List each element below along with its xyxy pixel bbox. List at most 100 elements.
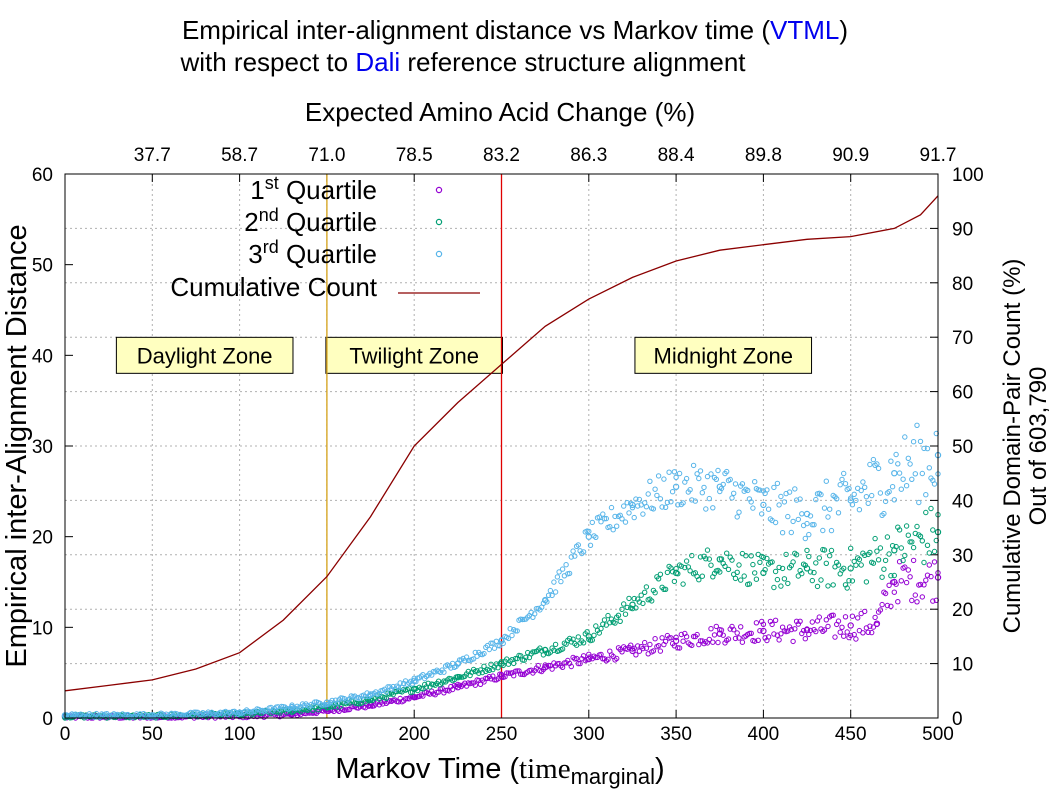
scatter-point [706,636,712,643]
scatter-point [825,623,831,630]
scatter-point [699,490,705,496]
scatter-point [778,631,784,637]
scatter-point [823,560,829,566]
scatter-point [748,553,754,559]
scatter-point [568,663,574,670]
scatter-point [748,630,754,636]
scatter-point [486,646,492,653]
scatter-point [668,499,674,505]
scatter-point [441,669,447,675]
scatter-point [619,649,625,655]
scatter-point [580,653,587,659]
scatter-point [788,529,794,536]
scatter-point [930,527,936,533]
scatter-point [556,569,562,575]
scatter-point [802,535,808,542]
x-axis-title: Markov Time (timemarginal) [335,753,664,789]
scatter-point [896,527,903,533]
scatter-point [662,504,669,510]
scatter-point [573,655,580,662]
scatter-point [622,611,629,617]
scatter-point [823,617,829,623]
scatter-point [760,554,767,560]
scatter-point [835,510,842,516]
scatter-point [661,476,667,482]
scatter-point [455,673,461,680]
scatter-point [511,660,517,667]
scatter-point [523,654,529,660]
scatter-point [863,579,870,585]
scatter-point [566,570,573,577]
scatter-point [383,695,389,701]
scatter-point [821,627,828,633]
scatter-point [891,497,897,503]
scatter-point [851,491,857,497]
scatter-point [776,502,782,508]
scatter-point [563,562,569,568]
scatter-point [858,487,864,494]
x2-tick-label: 90.9 [832,145,869,166]
scatter-point [757,559,763,565]
scatter-point [649,598,655,604]
scatter-point [814,583,821,590]
scatter-point [846,485,852,492]
scatter-point [626,595,632,602]
zone-box [634,336,813,374]
scatter-point [697,638,704,644]
scatter-point [907,539,913,545]
zone-label: Daylight Zone [137,343,273,368]
scatter-point [902,434,908,440]
scatter-point [889,484,896,490]
scatter-point [725,566,732,573]
scatter-point [629,605,636,612]
scatter-point [624,500,630,506]
scatter-point [729,557,735,563]
x-tick-label: 150 [311,724,343,745]
scatter-point [759,511,765,517]
scatter-point [809,619,815,625]
scatter-point [793,552,800,558]
scatter-point [750,505,756,511]
data-point [891,470,898,477]
scatter-point [690,462,697,469]
scatter-point [717,569,723,575]
legend-label: Cumulative Count [170,272,377,302]
scatter-point [809,522,815,528]
scatter-point [612,620,618,626]
scatter-point [629,505,636,511]
scatter-point [676,645,683,651]
scatter-point [895,599,901,605]
scatter-point [577,660,583,667]
scatter-point [738,624,744,630]
scatter-point [601,617,608,623]
scatter-point [905,567,911,573]
scatter-point [545,592,552,598]
y-tick-label: 0 [42,709,53,730]
y2-tick-label: 90 [952,219,973,240]
scatter-point [491,677,498,683]
x2-tick-label: 78.5 [396,145,433,166]
scatter-point [659,504,665,510]
x-tick-label: 300 [573,724,605,745]
x2-tick-label: 37.7 [134,145,171,166]
scatter-point [797,496,803,502]
scatter-point [903,523,910,529]
x-tick-label: 450 [835,724,867,745]
y2-axis-title-line2: Out of 603,790 [1025,367,1050,526]
cumulative-count-line [64,195,939,692]
scatter-point [570,636,576,642]
scatter-point [664,499,671,506]
scatter-point [701,484,707,491]
scatter-point [835,562,842,568]
scatter-point [842,481,849,487]
scatter-point [928,505,934,512]
scatter-point [551,579,557,585]
scatter-point [807,627,814,634]
scatter-point [811,522,817,528]
y-tick-label: 20 [32,528,53,549]
scatter-point [593,534,599,540]
scatter-point [870,456,877,463]
scatter-point [591,632,597,638]
scatter-point [839,624,845,630]
scatter-point [869,629,875,636]
